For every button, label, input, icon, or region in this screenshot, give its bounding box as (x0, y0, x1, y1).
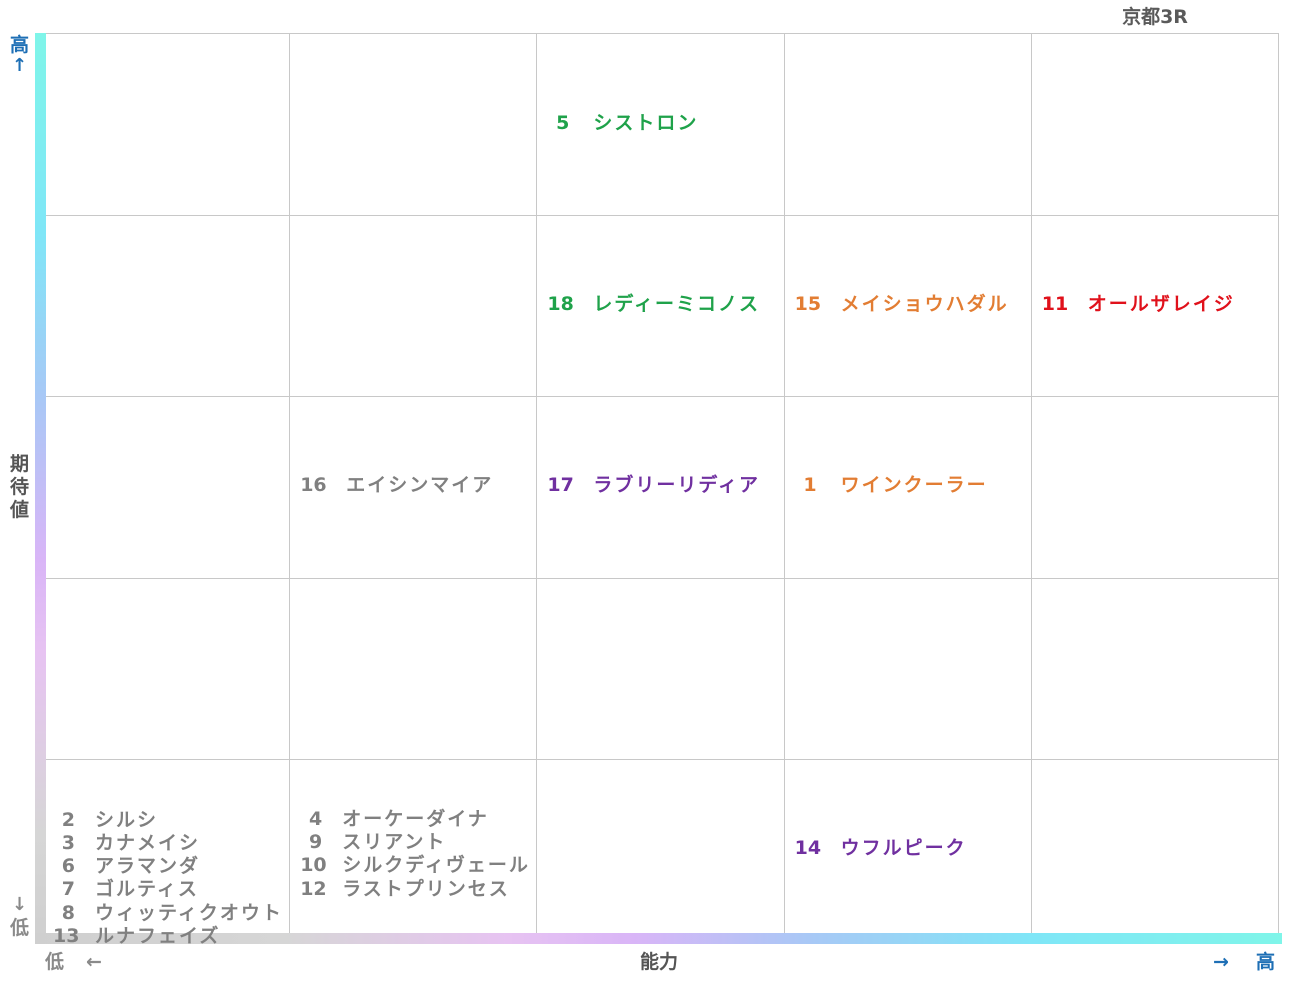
chart-entry: 1 ワインクーラー (795, 474, 988, 497)
entry-number: 6 (61, 855, 75, 878)
entry-name: オールザレイジ (1087, 293, 1235, 316)
entry-name: オーケーダイナ (342, 808, 489, 830)
x-axis-label: 能力 (640, 951, 679, 973)
grid (46, 33, 1279, 939)
entry-name: スリアント (342, 831, 447, 854)
chart-entry: 13 ルナフェイズ (53, 925, 220, 948)
grid-vline (289, 34, 290, 939)
entry-number: 4 (308, 808, 323, 830)
chart-entry: 16 エイシンマイア (300, 474, 493, 497)
grid-vline (784, 34, 785, 939)
chart-entry: 6 アラマンダ (53, 855, 200, 878)
chart-entry: 15 メイショウハダル (795, 293, 1009, 316)
entry-name: カナメイシ (95, 832, 201, 854)
chart-entry: 17 ラブリーリディア (547, 474, 760, 497)
entry-name: ルナフェイズ (95, 924, 221, 947)
entry-name: メイショウハダル (840, 293, 1009, 316)
y-axis-low-label: 低 (10, 917, 30, 939)
grid-vline (536, 34, 537, 939)
y-axis-label: 期 待 値 (10, 453, 30, 521)
entry-number: 12 (300, 877, 327, 900)
entry-number: 18 (547, 293, 574, 316)
grid-hline (46, 396, 1278, 397)
x-axis-high-label: 高 (1256, 951, 1276, 973)
chart-entry: 3 カナメイシ (53, 832, 200, 855)
entry-name: レディーミコノス (593, 293, 761, 316)
entry-number: 2 (61, 808, 75, 831)
x-axis-bar (35, 933, 1282, 944)
grid-hline (46, 578, 1278, 579)
entry-name: ウフルピーク (840, 836, 967, 859)
entry-number: 5 (556, 112, 570, 134)
entry-number: 10 (300, 854, 327, 877)
x-axis-low-label: 低 (45, 951, 65, 973)
entry-name: ラストプリンセス (342, 877, 510, 900)
chart-entry: 5 シストロン (547, 112, 698, 135)
entry-number: 7 (61, 878, 75, 901)
entry-number: 13 (53, 924, 80, 947)
chart-entry: 18 レディーミコノス (547, 293, 760, 316)
entry-number: 16 (300, 474, 327, 497)
grid-hline (46, 759, 1278, 760)
entry-name: シルクディヴェール (342, 854, 530, 877)
entry-name: シルシ (95, 808, 159, 831)
entry-name: ラブリーリディア (593, 474, 761, 497)
x-axis-left-arrow-icon: ← (86, 951, 102, 973)
chart-entry: 4 オーケーダイナ (300, 808, 489, 831)
y-axis-down-arrow-icon: ↓ (12, 894, 28, 915)
grid-hline (46, 215, 1278, 216)
chart-entry: 11 オールザレイジ (1042, 293, 1235, 316)
entry-number: 14 (794, 836, 822, 859)
entry-name: アラマンダ (95, 855, 201, 878)
chart-title: 京都3R (1122, 6, 1188, 28)
chart-entry: 14 ウフルピーク (795, 837, 967, 860)
y-axis-bar (35, 33, 46, 943)
grid-vline (1031, 34, 1032, 939)
entry-name: ワインクーラー (840, 474, 988, 497)
entry-number: 9 (308, 831, 323, 854)
entry-number: 1 (803, 474, 817, 497)
entry-number: 15 (794, 293, 822, 316)
entry-name: シストロン (593, 112, 699, 134)
entry-number: 3 (61, 832, 75, 854)
entry-number: 8 (61, 901, 75, 924)
chart-entry: 12 ラストプリンセス (300, 878, 510, 901)
x-axis-right-arrow-icon: → (1213, 951, 1229, 973)
chart-entry: 2 シルシ (53, 809, 158, 832)
chart-entry: 9 スリアント (300, 831, 446, 854)
y-axis-high-label: 高 (10, 34, 30, 56)
chart-entry: 8 ウィッティクオウト (53, 902, 283, 925)
entry-name: ゴルティス (95, 878, 199, 901)
y-axis-up-arrow-icon: ↑ (12, 55, 28, 76)
chart-entry: 10 シルクディヴェール (300, 854, 530, 877)
chart-entry: 7 ゴルティス (53, 878, 199, 901)
entry-number: 11 (1041, 293, 1069, 316)
entry-name: ウィッティクオウト (95, 901, 283, 924)
entry-number: 17 (547, 474, 574, 497)
entry-name: エイシンマイア (346, 474, 494, 497)
